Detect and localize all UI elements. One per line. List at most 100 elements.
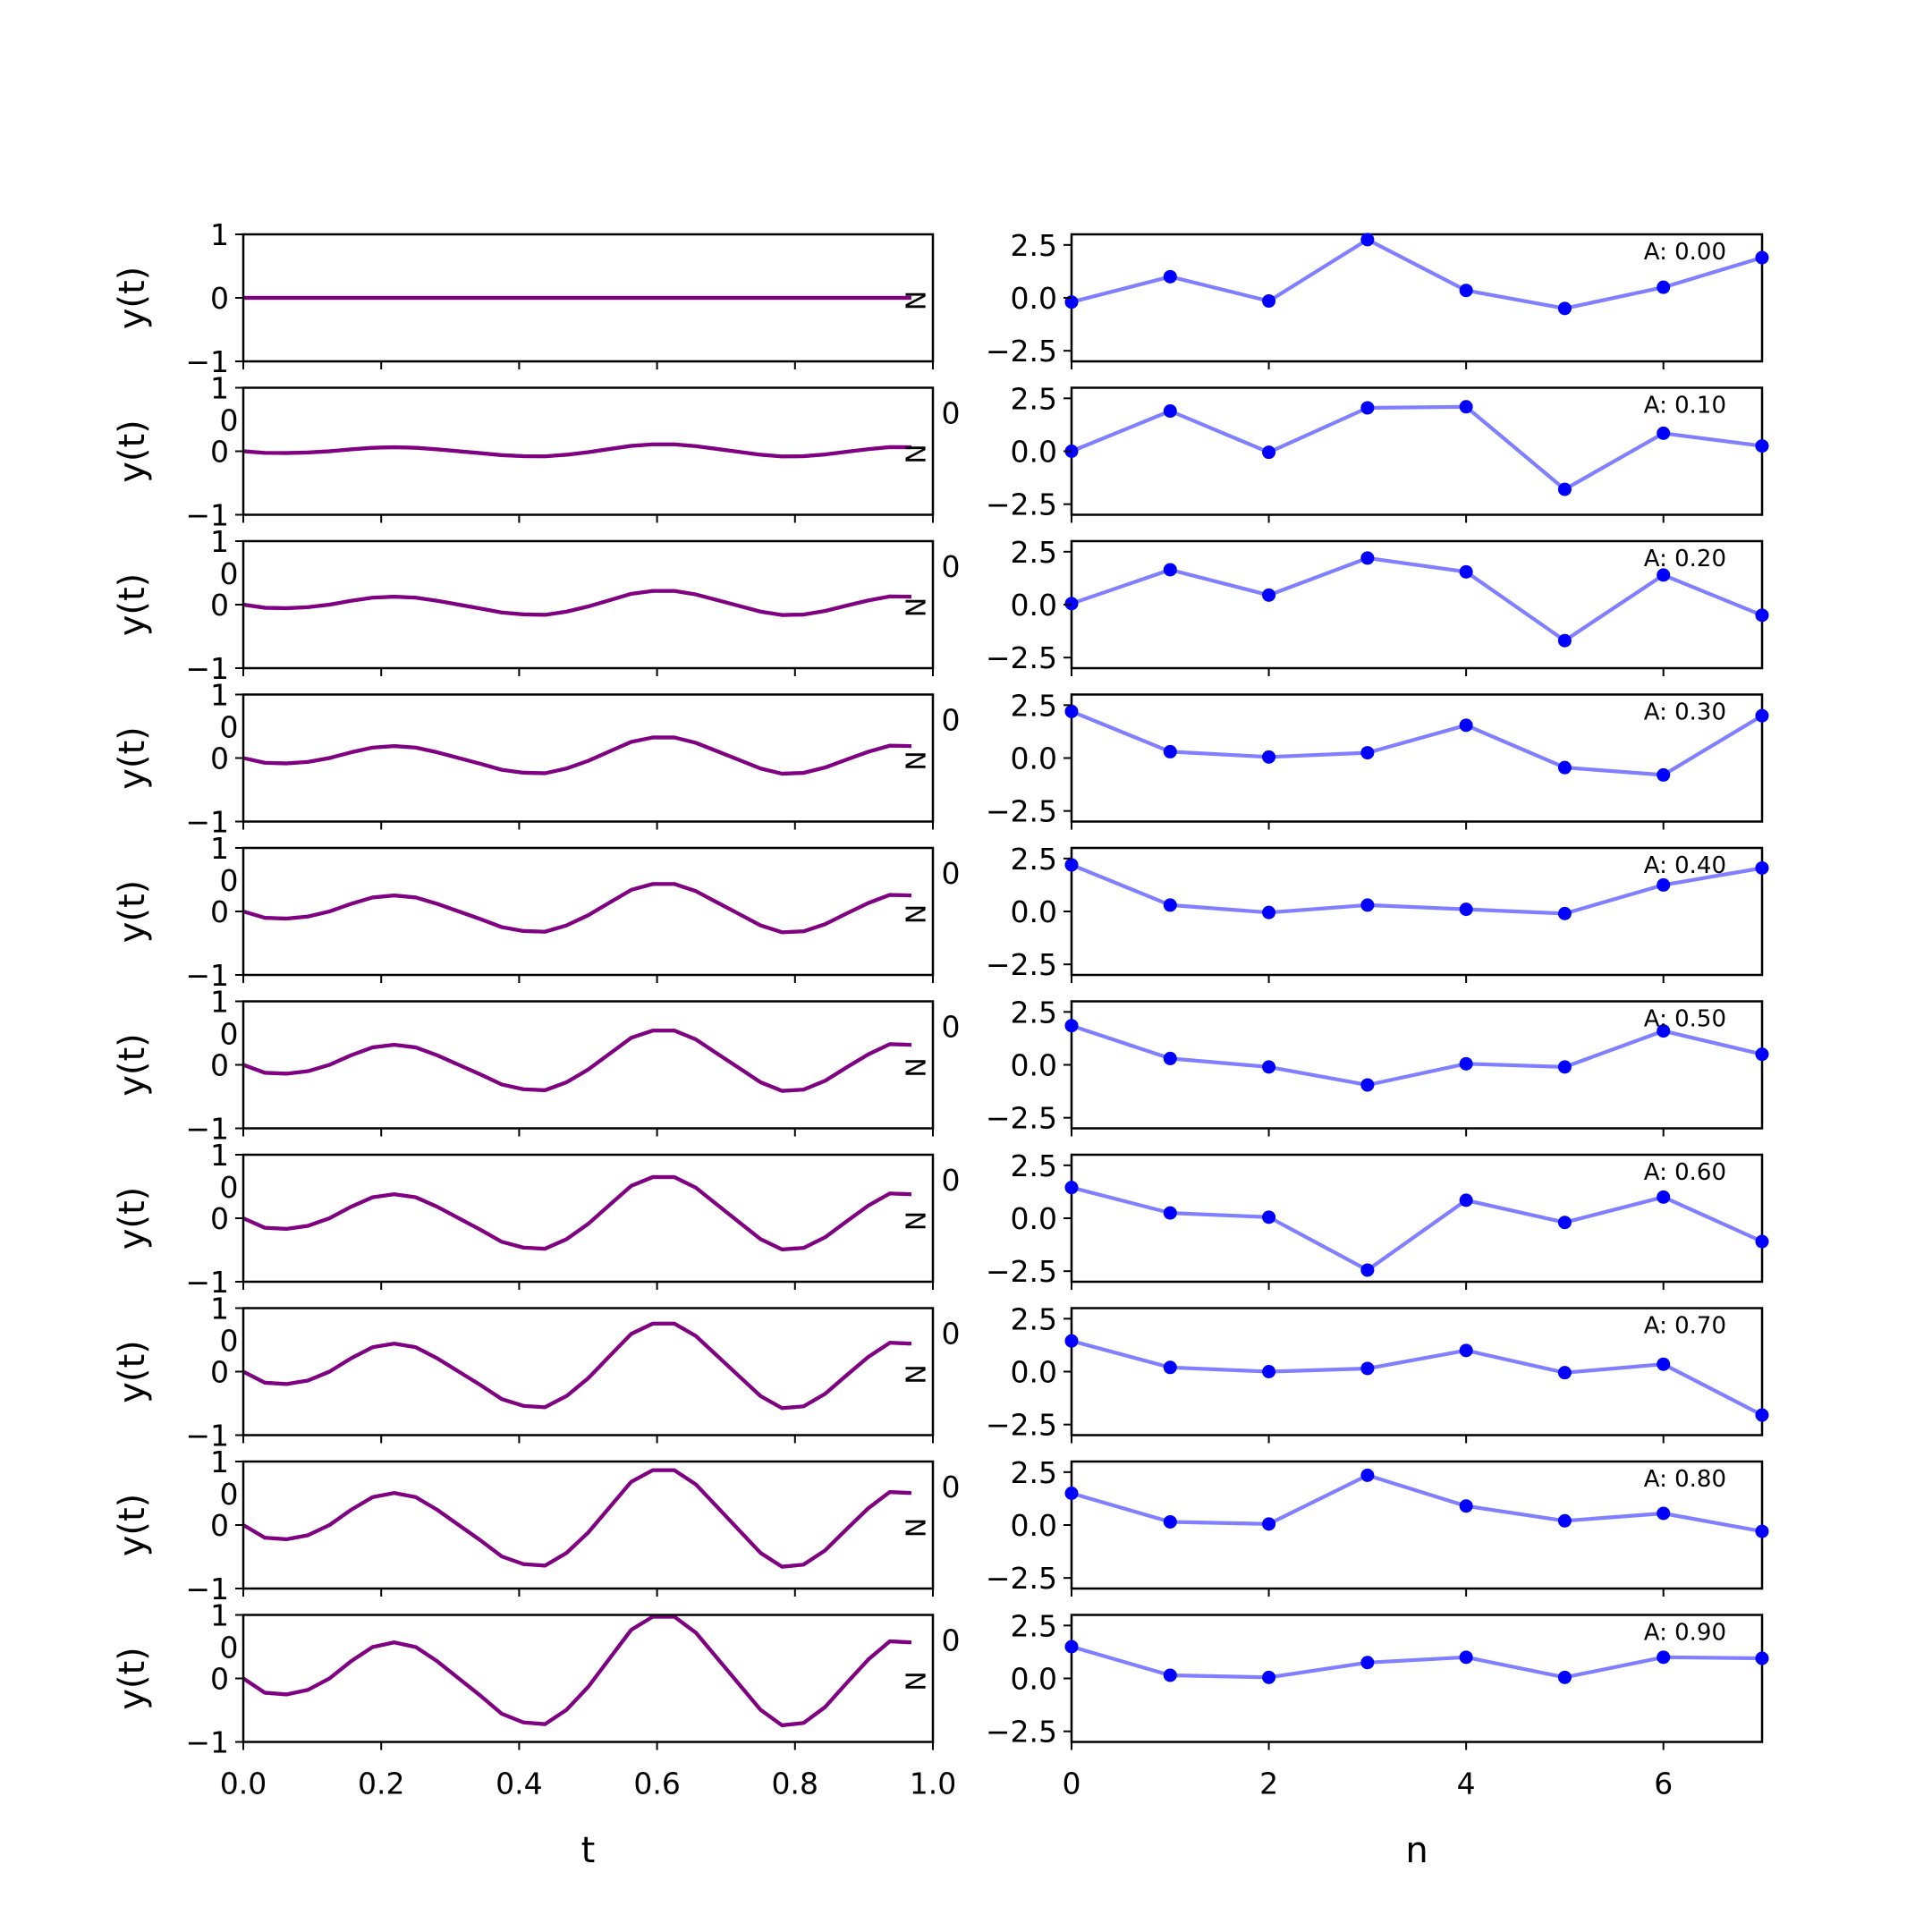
- left-axes-frame-6: [242, 1153, 935, 1284]
- right-ytick-label-0: 2.5: [1011, 228, 1057, 263]
- left-ylabel-3: y(t): [112, 726, 153, 790]
- left-ytick-label-7: 0: [210, 1355, 229, 1390]
- sequence-point-0-4: [1459, 284, 1473, 298]
- right-ytick-label-2: 2.5: [1011, 535, 1057, 570]
- sequence-point-7-2: [1262, 1365, 1276, 1378]
- left-tick-fragment-6: 0: [220, 1170, 239, 1205]
- series-line-red-6: [242, 1174, 911, 1251]
- amplitude-annotation-0: A: 0.00: [1644, 239, 1726, 266]
- sequence-point-7-1: [1163, 1360, 1177, 1375]
- right-ytick-label-5: 0.0: [1011, 1048, 1057, 1083]
- sequence-point-9-6: [1657, 1650, 1671, 1665]
- sequence-point-9-2: [1262, 1670, 1276, 1684]
- left-ytick-label-0: −1: [185, 344, 229, 379]
- sequence-line-3: [1071, 709, 1764, 777]
- sequence-point-9-5: [1557, 1670, 1572, 1684]
- right-ytick-label-5: −2.5: [986, 1101, 1057, 1136]
- left-tick-fragment-8: 0: [220, 1477, 239, 1512]
- series-line-red-8: [242, 1468, 911, 1569]
- mid-tick-fragment-1: 0: [942, 396, 961, 431]
- left-ylabel-8: y(t): [112, 1494, 153, 1557]
- sequence-point-8-3: [1360, 1468, 1375, 1482]
- left-tick-fragment-1: 0: [220, 403, 239, 438]
- right-ytick-label-3: −2.5: [986, 794, 1057, 829]
- series-line-blue-7: [242, 1321, 911, 1411]
- sequence-line-5: [1071, 1023, 1763, 1088]
- series-line-blue-6: [242, 1174, 911, 1251]
- left-ytick-label-9: 0: [210, 1662, 229, 1697]
- right-ytick-label-3: 0.0: [1011, 741, 1057, 776]
- right-xlabel: n: [1405, 1830, 1428, 1871]
- sequence-point-1-1: [1163, 404, 1177, 419]
- sequence-point-2-3: [1360, 551, 1375, 565]
- sequence-point-5-2: [1262, 1060, 1276, 1074]
- right-ytick-label-9: −2.5: [986, 1715, 1057, 1750]
- left-ylabel-5: y(t): [112, 1033, 153, 1097]
- sequence-point-5-4: [1459, 1056, 1473, 1071]
- sequence-point-5-6: [1657, 1024, 1671, 1038]
- left-corner-label-4: N: [899, 904, 930, 924]
- sequence-point-5-5: [1557, 1060, 1572, 1074]
- left-xtick-label: 0.4: [496, 1767, 542, 1801]
- right-ytick-label-3: 2.5: [1011, 688, 1057, 723]
- sequence-point-8-7: [1755, 1524, 1769, 1538]
- left-ytick-label-5: −1: [185, 1112, 229, 1147]
- left-corner-label-5: N: [899, 1057, 930, 1077]
- mid-tick-fragment-8: 0: [942, 1470, 961, 1504]
- left-corner-label-6: N: [899, 1211, 930, 1231]
- sequence-point-0-5: [1557, 301, 1572, 316]
- left-xtick-label: 0.2: [358, 1767, 404, 1801]
- right-ytick-label-1: 0.0: [1011, 435, 1057, 470]
- series-line-blue-5: [242, 1029, 911, 1093]
- sequence-point-1-3: [1360, 401, 1375, 415]
- amplitude-annotation-6: A: 0.60: [1644, 1159, 1726, 1186]
- series-line-red-3: [242, 735, 911, 776]
- sequence-point-3-7: [1755, 708, 1769, 723]
- amplitude-annotation-7: A: 0.70: [1644, 1313, 1726, 1340]
- sequence-point-2-7: [1755, 608, 1769, 623]
- left-corner-label-8: N: [899, 1518, 930, 1538]
- left-corner-label-1: N: [899, 444, 930, 463]
- right-ytick-label-4: 2.5: [1011, 842, 1057, 877]
- right-ytick-label-1: 2.5: [1011, 381, 1057, 416]
- right-ytick-label-5: 2.5: [1011, 995, 1057, 1030]
- sequence-point-1-4: [1459, 400, 1473, 414]
- amplitude-annotation-4: A: 0.40: [1644, 852, 1726, 879]
- sequence-line-9: [1071, 1644, 1763, 1680]
- sequence-point-4-3: [1360, 898, 1375, 912]
- amplitude-annotation-9: A: 0.90: [1644, 1620, 1726, 1647]
- left-xtick-label: 0.6: [633, 1767, 680, 1801]
- sequence-point-5-3: [1360, 1078, 1375, 1092]
- series-line-blue-9: [242, 1614, 912, 1727]
- left-tick-fragment-4: 0: [220, 863, 239, 898]
- left-ylabel-6: y(t): [112, 1187, 153, 1250]
- sequence-point-0-7: [1755, 250, 1769, 265]
- left-axes-frame-3: [242, 693, 935, 823]
- sequence-point-7-5: [1557, 1366, 1572, 1380]
- right-ytick-label-7: 0.0: [1011, 1355, 1057, 1390]
- left-tick-fragment-3: 0: [220, 710, 239, 745]
- left-ytick-label-3: 1: [210, 678, 229, 713]
- left-ytick-label-1: 0: [210, 435, 229, 470]
- sequence-point-4-2: [1262, 905, 1276, 919]
- right-ytick-label-2: −2.5: [986, 640, 1057, 675]
- sequence-point-0-6: [1657, 280, 1671, 294]
- sequence-point-4-1: [1163, 898, 1177, 912]
- right-ytick-label-0: −2.5: [986, 334, 1057, 369]
- right-xtick-label: 4: [1457, 1767, 1476, 1801]
- right-ytick-label-6: 0.0: [1011, 1201, 1057, 1236]
- sequence-point-5-0: [1064, 1019, 1079, 1033]
- sequence-point-8-1: [1163, 1514, 1177, 1529]
- left-axes-frame-7: [242, 1307, 935, 1436]
- left-tick-fragment-2: 0: [220, 556, 239, 591]
- sequence-point-2-4: [1459, 564, 1473, 579]
- sequence-line-2: [1071, 555, 1763, 643]
- sequence-point-6-0: [1064, 1181, 1079, 1195]
- mid-tick-fragment-4: 0: [942, 856, 961, 891]
- sequence-point-3-2: [1262, 750, 1276, 764]
- right-ytick-label-4: −2.5: [986, 947, 1057, 982]
- sequence-point-6-7: [1755, 1234, 1769, 1249]
- sequence-line-6: [1071, 1185, 1763, 1273]
- sequence-point-2-0: [1064, 597, 1079, 611]
- sequence-point-4-0: [1064, 858, 1079, 872]
